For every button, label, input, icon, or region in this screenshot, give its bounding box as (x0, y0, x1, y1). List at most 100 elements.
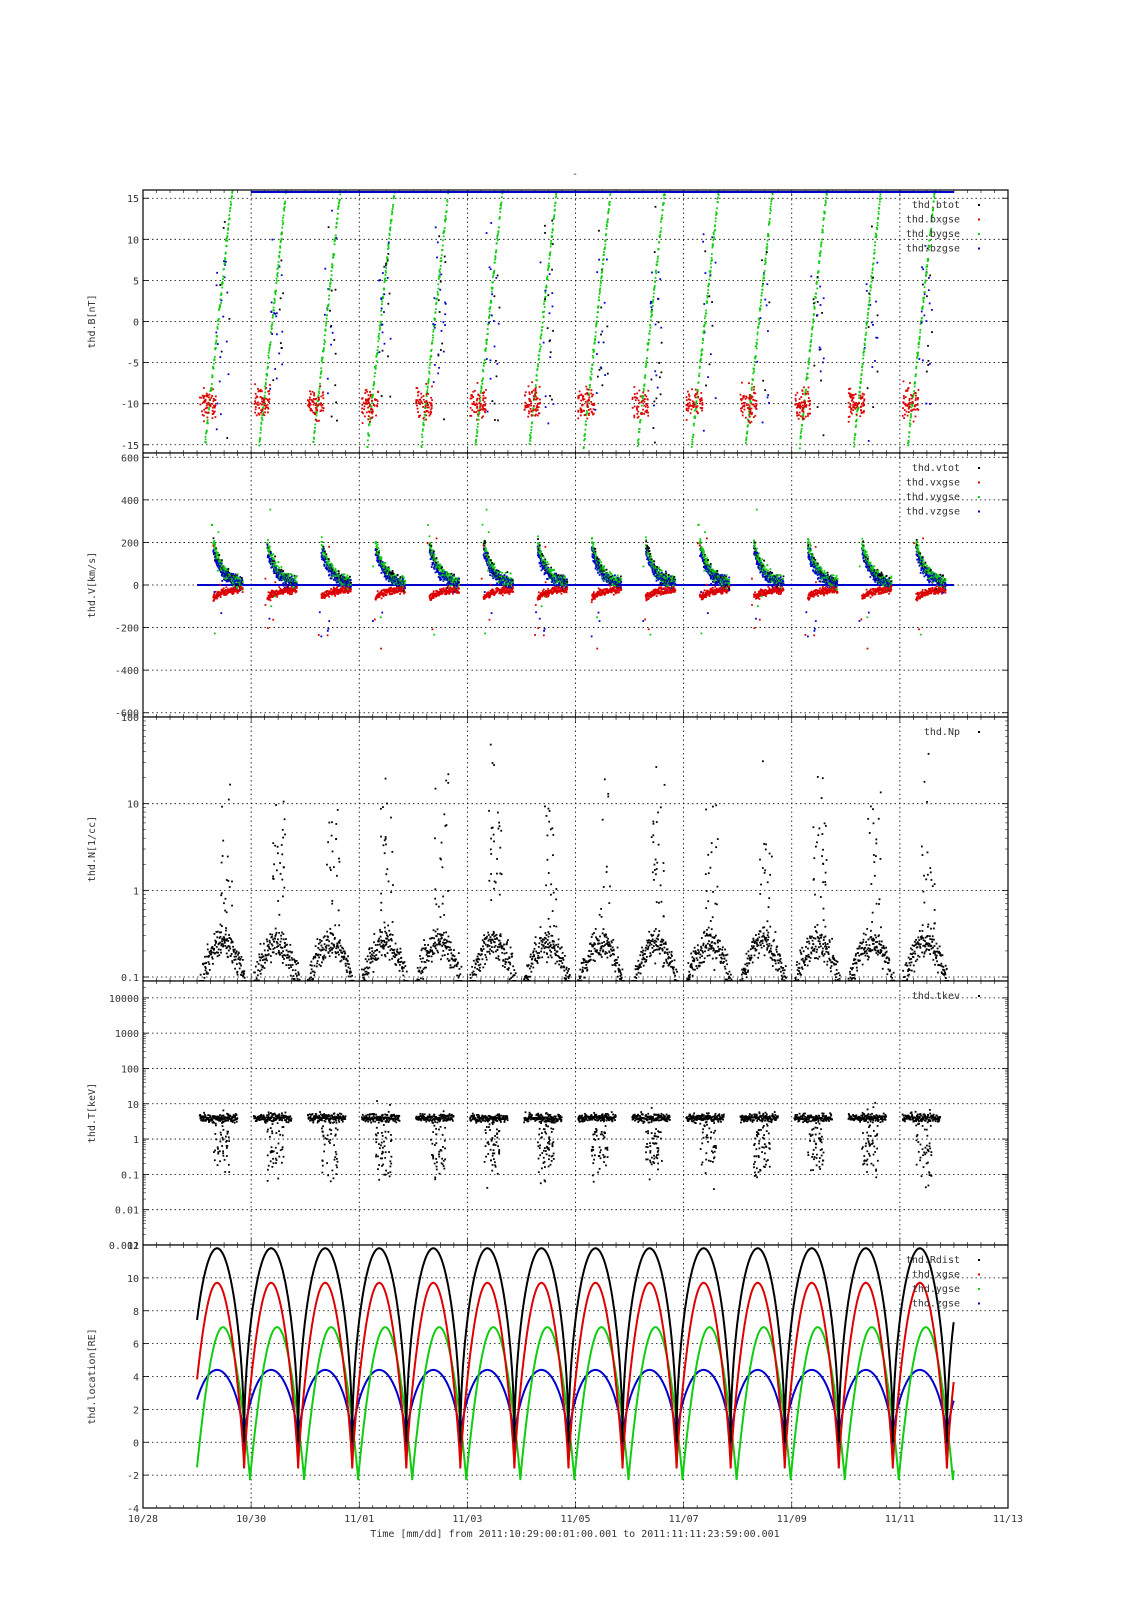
data-point (280, 233, 283, 236)
data-point (432, 381, 435, 384)
data-point (215, 428, 218, 431)
data-point (660, 218, 663, 221)
data-point (319, 402, 322, 405)
data-point (287, 574, 290, 577)
data-point (277, 569, 280, 572)
data-point (340, 183, 342, 185)
data-point (376, 349, 379, 352)
data-point (801, 424, 803, 427)
data-point (588, 412, 591, 415)
data-point (375, 398, 378, 401)
data-point (228, 217, 231, 220)
data-point (610, 180, 612, 182)
data-point (477, 409, 480, 412)
data-point (816, 301, 819, 303)
data-point (633, 416, 636, 419)
data-point (805, 388, 807, 391)
data-point (381, 300, 384, 303)
data-point (500, 196, 503, 199)
data-point (392, 203, 395, 206)
data-point (745, 404, 748, 407)
data-point (420, 444, 423, 447)
data-point (240, 586, 243, 589)
data-point (346, 581, 349, 583)
data-point (577, 395, 580, 398)
data-point (852, 406, 855, 408)
data-point (381, 561, 384, 563)
data-point (323, 560, 326, 563)
data-point (534, 384, 537, 387)
data-point (489, 306, 492, 308)
data-point (268, 554, 270, 556)
data-point (771, 197, 773, 200)
data-point (717, 196, 719, 199)
data-point (206, 422, 209, 425)
data-point (219, 356, 222, 358)
data-point (646, 398, 649, 401)
data-point (643, 412, 646, 415)
data-point (653, 404, 655, 407)
data-point (263, 394, 266, 397)
data-point (799, 437, 802, 440)
data-point (922, 268, 925, 271)
data-point (377, 335, 380, 337)
data-point (739, 393, 742, 396)
data-point (752, 388, 755, 391)
data-point (391, 208, 394, 210)
data-point (583, 435, 586, 437)
data-point (488, 266, 491, 269)
data-point (331, 264, 334, 267)
data-point (655, 397, 658, 400)
data-point (205, 392, 208, 395)
data-point (336, 588, 339, 591)
data-point (282, 584, 285, 587)
data-point (213, 540, 216, 542)
data-point (528, 434, 531, 436)
data-point (712, 239, 715, 241)
data-point (425, 392, 428, 395)
data-point (268, 555, 271, 558)
data-point (387, 248, 389, 250)
data-point (748, 394, 751, 396)
data-point (431, 385, 433, 388)
data-point (375, 360, 378, 363)
data-point (803, 406, 806, 408)
data-point (202, 414, 205, 417)
data-point (321, 544, 324, 547)
data-point (847, 420, 850, 423)
data-point (751, 403, 754, 406)
data-point (546, 275, 549, 278)
data-point (261, 400, 263, 403)
data-point (826, 188, 828, 190)
data-point (611, 183, 613, 185)
data-point (489, 377, 492, 380)
data-point (708, 282, 710, 285)
data-point (373, 381, 375, 383)
data-point (862, 411, 865, 414)
data-point (293, 580, 296, 583)
data-point (471, 409, 474, 412)
data-point (869, 293, 871, 296)
data-point (765, 304, 768, 307)
data-point (383, 293, 386, 296)
data-point (214, 347, 217, 349)
data-point (386, 276, 389, 279)
data-point (271, 333, 274, 335)
data-point (530, 429, 533, 431)
data-point (757, 325, 760, 328)
data-point (697, 381, 700, 384)
data-point (918, 341, 921, 344)
data-point (478, 411, 481, 414)
data-point (422, 428, 424, 431)
data-point (232, 584, 235, 587)
data-point (657, 255, 659, 258)
data-point (771, 193, 774, 196)
data-point (590, 370, 592, 373)
data-point (916, 408, 919, 410)
data-point (907, 444, 910, 447)
data-point (481, 382, 484, 385)
data-point (755, 347, 758, 350)
data-point (586, 404, 589, 407)
data-point (331, 568, 334, 571)
data-point (276, 568, 279, 571)
